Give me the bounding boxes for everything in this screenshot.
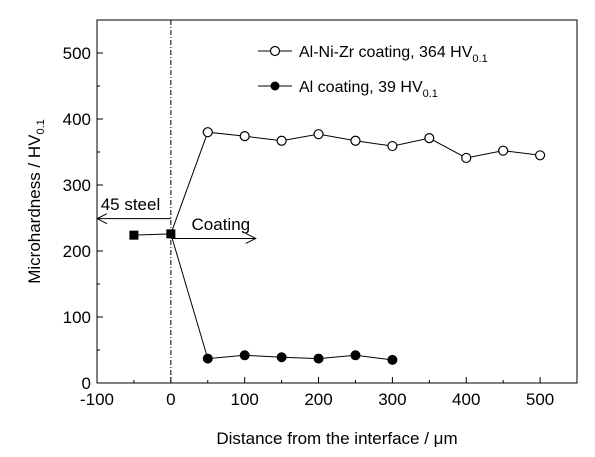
legend-label: Al-Ni-Zr coating, 364 HV0.1 bbox=[299, 44, 488, 65]
data-point-open-circle bbox=[202, 127, 213, 138]
x-axis-title: Distance from the interface / μm bbox=[216, 429, 457, 448]
axes: -100 0 100 200 300 400 5000100200300400500Dist… bbox=[25, 19, 578, 448]
x-tick-label: 400 bbox=[452, 390, 480, 409]
data-point-filled-circle bbox=[239, 350, 250, 361]
annotation-arrow-head bbox=[245, 233, 257, 244]
x-tick-label: 300 bbox=[378, 390, 406, 409]
y-tick-label: 0 bbox=[82, 374, 91, 393]
data-point-filled-square bbox=[129, 230, 139, 240]
plot-area: 45 steel Coating bbox=[95, 20, 546, 383]
data-point-filled-circle bbox=[276, 352, 287, 363]
annotation-arrow-head bbox=[95, 213, 108, 225]
data-point-filled-square bbox=[166, 229, 176, 239]
x-tick-label: 500 bbox=[526, 390, 554, 409]
data-point-open-circle bbox=[350, 135, 361, 146]
data-point-open-circle bbox=[239, 131, 250, 142]
data-point-open-circle bbox=[461, 152, 472, 164]
legend-marker-open-circle bbox=[269, 45, 281, 57]
series-line bbox=[170, 233, 393, 361]
x-tick-label: 100 bbox=[231, 390, 259, 409]
y-axis-title: Microhardness / HV0.1 bbox=[25, 119, 47, 284]
x-tick-label: 0 bbox=[166, 390, 175, 409]
data-point-filled-circle bbox=[202, 353, 213, 364]
y-tick-label: 100 bbox=[63, 308, 91, 327]
x-tick-label: 200 bbox=[304, 390, 332, 409]
data-point-filled-circle bbox=[313, 353, 324, 364]
data-point-filled-circle bbox=[387, 354, 398, 365]
y-tick-label: 300 bbox=[63, 176, 91, 195]
data-point-filled-circle bbox=[350, 350, 361, 361]
y-tick-label: 500 bbox=[63, 44, 91, 63]
legend-label: Al coating, 39 HV0.1 bbox=[299, 79, 438, 100]
annotation-label: Coating bbox=[192, 215, 251, 234]
data-point-open-circle bbox=[276, 135, 287, 146]
series-line bbox=[133, 233, 171, 236]
data-point-open-circle bbox=[498, 145, 509, 156]
plot-frame bbox=[96, 19, 578, 384]
x-tick-label: -100 bbox=[80, 390, 114, 409]
y-tick-label: 400 bbox=[63, 110, 91, 129]
legend: Al-Ni-Zr coating, 364 HV0.1 Al coating, 3… bbox=[258, 44, 488, 100]
data-point-open-circle bbox=[313, 129, 324, 140]
y-tick-label: 200 bbox=[63, 242, 91, 261]
data-point-open-circle bbox=[534, 150, 546, 161]
annotation-label: 45 steel bbox=[101, 195, 161, 214]
data-point-open-circle bbox=[424, 133, 435, 144]
legend-marker-filled-circle bbox=[270, 81, 280, 91]
data-point-open-circle bbox=[387, 140, 398, 152]
